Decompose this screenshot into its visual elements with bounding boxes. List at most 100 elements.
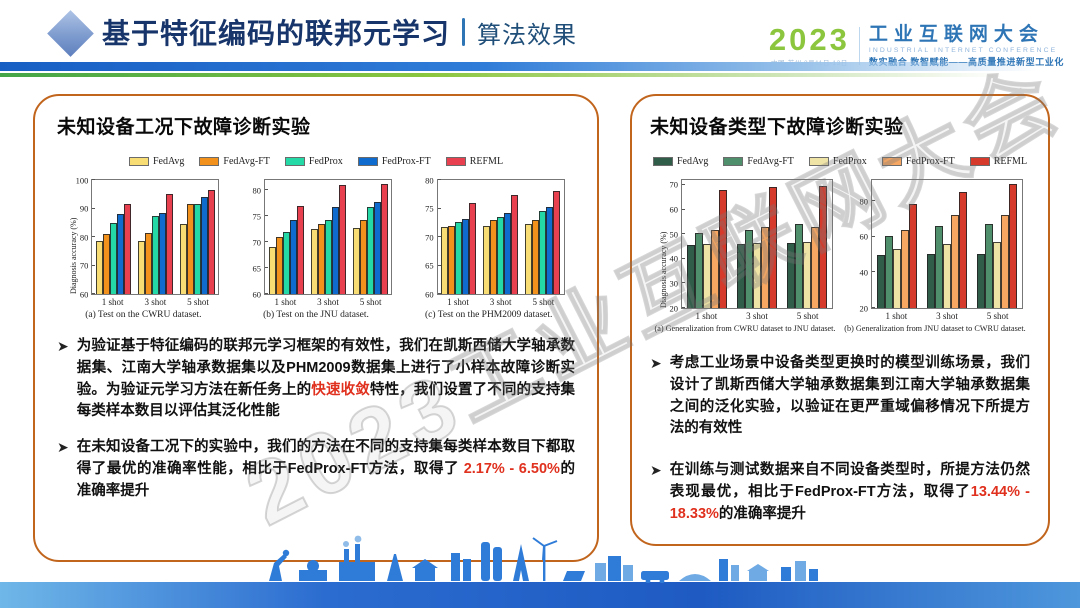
logo-text-block: 工业互联网大会 INDUSTRIAL INTERNET CONFERENCE 数… — [869, 24, 1064, 67]
bar-refml — [123, 204, 131, 294]
x-axis-labels: 1 shot 3 shot 5 shot — [437, 297, 565, 307]
chart-legend: FedAvg FedAvg-FT FedProx FedProx-FT REFM… — [57, 156, 575, 167]
legend-item: REFML — [969, 156, 1027, 167]
y-axis-label: Diagnosis accuracy (%) — [69, 217, 79, 294]
y-tick-label: 40 — [669, 253, 679, 264]
bar-refml — [819, 186, 827, 308]
y-tick-label: 20 — [859, 302, 869, 313]
x-tick-label: 1 shot — [274, 297, 297, 307]
bullet-arrow-icon: ➤ — [57, 439, 69, 455]
legend-swatch — [445, 157, 466, 166]
y-tick-mark — [682, 257, 685, 259]
legend-item: FedProx-FT — [357, 156, 431, 167]
bullet-text-post: 的准确率提升 — [76, 460, 575, 499]
y-tick-label: 60 — [859, 231, 869, 242]
bullet-arrow-icon: ➤ — [650, 462, 662, 478]
bar-fedprox-ft — [811, 226, 819, 308]
bar-fedprox-ft — [289, 220, 297, 294]
legend-swatch — [808, 157, 829, 166]
bar-group — [438, 180, 480, 294]
x-tick-label: 3 shot — [489, 297, 512, 307]
bar-fedavg-ft — [985, 223, 993, 308]
bullet-item: ➤ 考虑工业场景中设备类型更换时的模型训练场景，我们设计了凯斯西储大学轴承数据集… — [650, 353, 1030, 440]
bar-fedavg — [137, 241, 145, 294]
bullet-arrow-icon: ➤ — [650, 355, 662, 371]
y-tick-mark — [682, 233, 685, 235]
y-tick-mark — [872, 235, 875, 237]
y-tick-label: 70 — [79, 260, 89, 271]
x-tick-label: 3 shot — [936, 311, 958, 321]
panel-title: 未知设备工况下故障诊断实验 — [57, 117, 311, 138]
bar-refml — [469, 202, 477, 294]
bar-refml — [1009, 183, 1017, 308]
bar-refml — [207, 189, 215, 294]
y-tick-label: 65 — [252, 262, 262, 273]
x-axis-labels: 1 shot 3 shot 5 shot — [681, 311, 833, 321]
y-tick-mark — [265, 241, 268, 243]
bar-refml — [909, 204, 917, 308]
chart-caption: (b) Test on the JNU dataset. — [263, 310, 369, 320]
charts-row: Diagnosis accuracy (%) 20 30 40 50 60 70 1 shot… — [650, 179, 1030, 333]
bar-fedprox-ft — [504, 213, 512, 294]
header-blue-rule — [0, 62, 1080, 71]
bar-refml — [296, 205, 304, 294]
y-tick-label: 60 — [79, 288, 89, 299]
page-subtitle: 算法效果 — [477, 21, 578, 49]
bullet-text-post: 特性，我们设置了不同的支持集每类样本数目以评估其泛化性能 — [76, 381, 576, 420]
bar-fedprox — [539, 211, 547, 294]
bar-fedavg-ft — [448, 225, 456, 294]
plot-area: 60 65 70 75 80 — [425, 176, 565, 298]
header-green-rule — [0, 73, 1080, 77]
bar-fedprox — [497, 217, 505, 294]
bar-fedprox-ft — [711, 230, 719, 308]
bar-fedprox — [753, 242, 761, 308]
y-tick-mark — [265, 293, 268, 294]
bar-fedprox-ft — [158, 212, 166, 294]
chart-caption: (a) Test on the CWRU dataset. — [85, 310, 202, 320]
x-tick-label: 1 shot — [101, 297, 124, 307]
legend-label: FedAvg-FT — [747, 156, 794, 167]
bar-fedavg-ft — [745, 230, 753, 308]
logo-slogan: 数实融合 数智赋能——高质量推进新型工业化 — [869, 57, 1064, 67]
x-axis-labels: 1 shot 3 shot 5 shot — [871, 311, 1023, 321]
y-tick-mark — [265, 189, 268, 191]
bar-fedavg-ft — [317, 223, 325, 294]
y-tick-mark — [437, 207, 441, 209]
plot-area: 60 65 70 75 80 — [253, 179, 392, 298]
x-tick-label: 1 shot — [885, 311, 908, 321]
bullet-item: ➤ 在未知设备工况下的实验中，我们的方法在不同的支持集每类样本数目下都取得了最优… — [57, 437, 575, 502]
bar-fedavg — [95, 241, 103, 294]
bar-fedprox — [893, 249, 901, 308]
y-tick-label: 70 — [252, 236, 262, 247]
bar-fedavg — [268, 247, 276, 294]
x-tick-label: 1 shot — [447, 297, 469, 307]
logo-year-block: 2023 中国·苏州 3月11日-13日 — [769, 24, 850, 67]
bar-fedprox-ft — [546, 206, 554, 294]
bar-fedavg — [525, 223, 533, 294]
plot-area: 20 40 60 80 — [860, 179, 1023, 312]
bar-fedprox-ft — [373, 202, 381, 294]
bullet-text-highlight: 2.17% - 6.50% — [463, 460, 560, 477]
x-axis-labels: 1 shot 3 shot 5 shot — [264, 297, 392, 307]
legend-label: FedAvg — [676, 156, 709, 167]
bullet-text: 为验证基于特征编码的联邦元学习框架的有效性，我们在凯斯西储大学轴承数据集、江南大… — [77, 336, 575, 423]
bullet-arrow-icon: ➤ — [57, 338, 69, 354]
legend-item: FedAvg — [652, 156, 709, 167]
y-tick-label: 80 — [252, 185, 262, 196]
bar-group — [782, 180, 832, 308]
x-tick-label: 1 shot — [695, 311, 718, 321]
bar-refml — [553, 191, 561, 294]
y-tick-label: 75 — [425, 203, 434, 214]
y-tick-mark — [92, 293, 96, 294]
bar-fedprox — [366, 207, 374, 294]
conference-logo: 2023 中国·苏州 3月11日-13日 工业互联网大会 INDUSTRIAL … — [769, 24, 1064, 67]
bullet-text: 考虑工业场景中设备类型更换时的模型训练场景，我们设计了凯斯西储大学轴承数据集到江… — [670, 353, 1030, 440]
legend-item: FedProx-FT — [881, 156, 955, 167]
y-tick-label: 80 — [79, 231, 89, 242]
bullet-text-highlight: 快速收敛 — [311, 381, 370, 398]
bar-fedprox — [943, 244, 951, 308]
y-tick-label: 70 — [669, 179, 679, 190]
y-tick-mark — [872, 271, 875, 273]
bar-refml — [165, 194, 173, 294]
bar-fedavg — [352, 227, 360, 294]
